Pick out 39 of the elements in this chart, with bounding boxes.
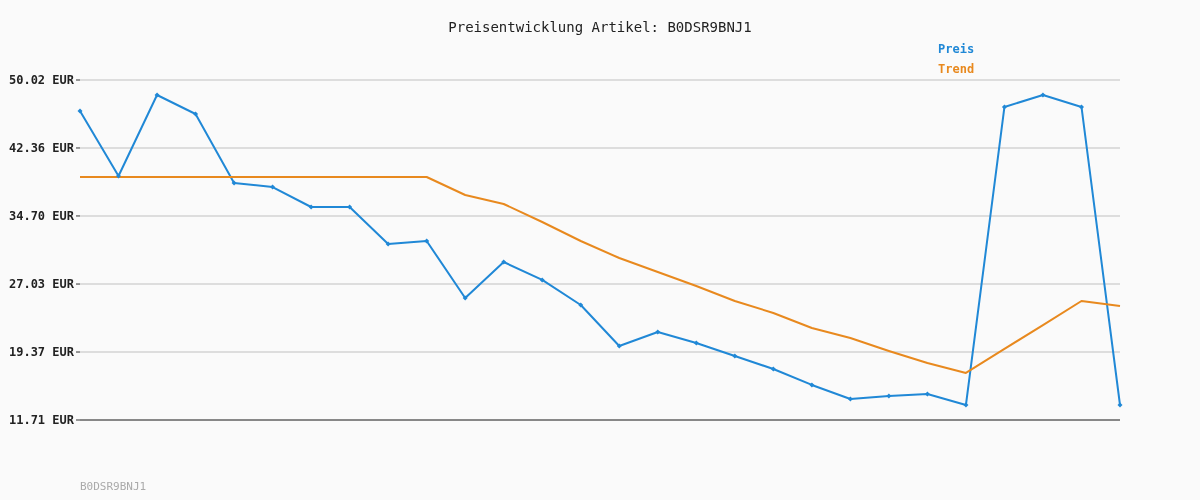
point	[308, 204, 314, 210]
point	[578, 302, 584, 308]
point	[1040, 92, 1046, 98]
point	[385, 241, 391, 247]
text: Trend	[938, 61, 975, 78]
point	[963, 402, 969, 408]
point	[616, 343, 622, 349]
chart-title: Preisentwicklung Artikel: B0DSR9BNJ1	[447, 19, 753, 35]
point	[1117, 402, 1123, 408]
text: Preis	[938, 41, 975, 58]
point	[655, 329, 661, 335]
point	[116, 173, 122, 179]
point	[270, 184, 276, 190]
y-tick-label: 42.36 EUR	[8, 141, 75, 156]
line-series	[77, 92, 1123, 408]
y-tick-label: 27.03 EUR	[8, 277, 75, 292]
point	[847, 396, 853, 402]
y-tick-label: 34.70 EUR	[8, 209, 75, 224]
point	[347, 204, 353, 210]
point	[693, 340, 699, 346]
point	[462, 295, 468, 301]
point	[770, 366, 776, 372]
point	[1001, 104, 1007, 110]
point	[77, 108, 83, 114]
point	[501, 259, 507, 265]
point	[539, 277, 545, 283]
y-tick-label: 50.02 EUR	[8, 73, 75, 88]
text: B0DSR9BNJ1	[80, 480, 147, 493]
y-tick-label: 11.71 EUR	[8, 413, 75, 428]
point	[886, 393, 892, 399]
point	[154, 92, 160, 98]
point	[1078, 104, 1084, 110]
point	[809, 382, 815, 388]
y-tick-label: 19.37 EUR	[8, 345, 75, 360]
point	[424, 238, 430, 244]
point	[924, 391, 930, 397]
point	[732, 353, 738, 359]
point	[193, 111, 199, 117]
point	[231, 180, 237, 186]
